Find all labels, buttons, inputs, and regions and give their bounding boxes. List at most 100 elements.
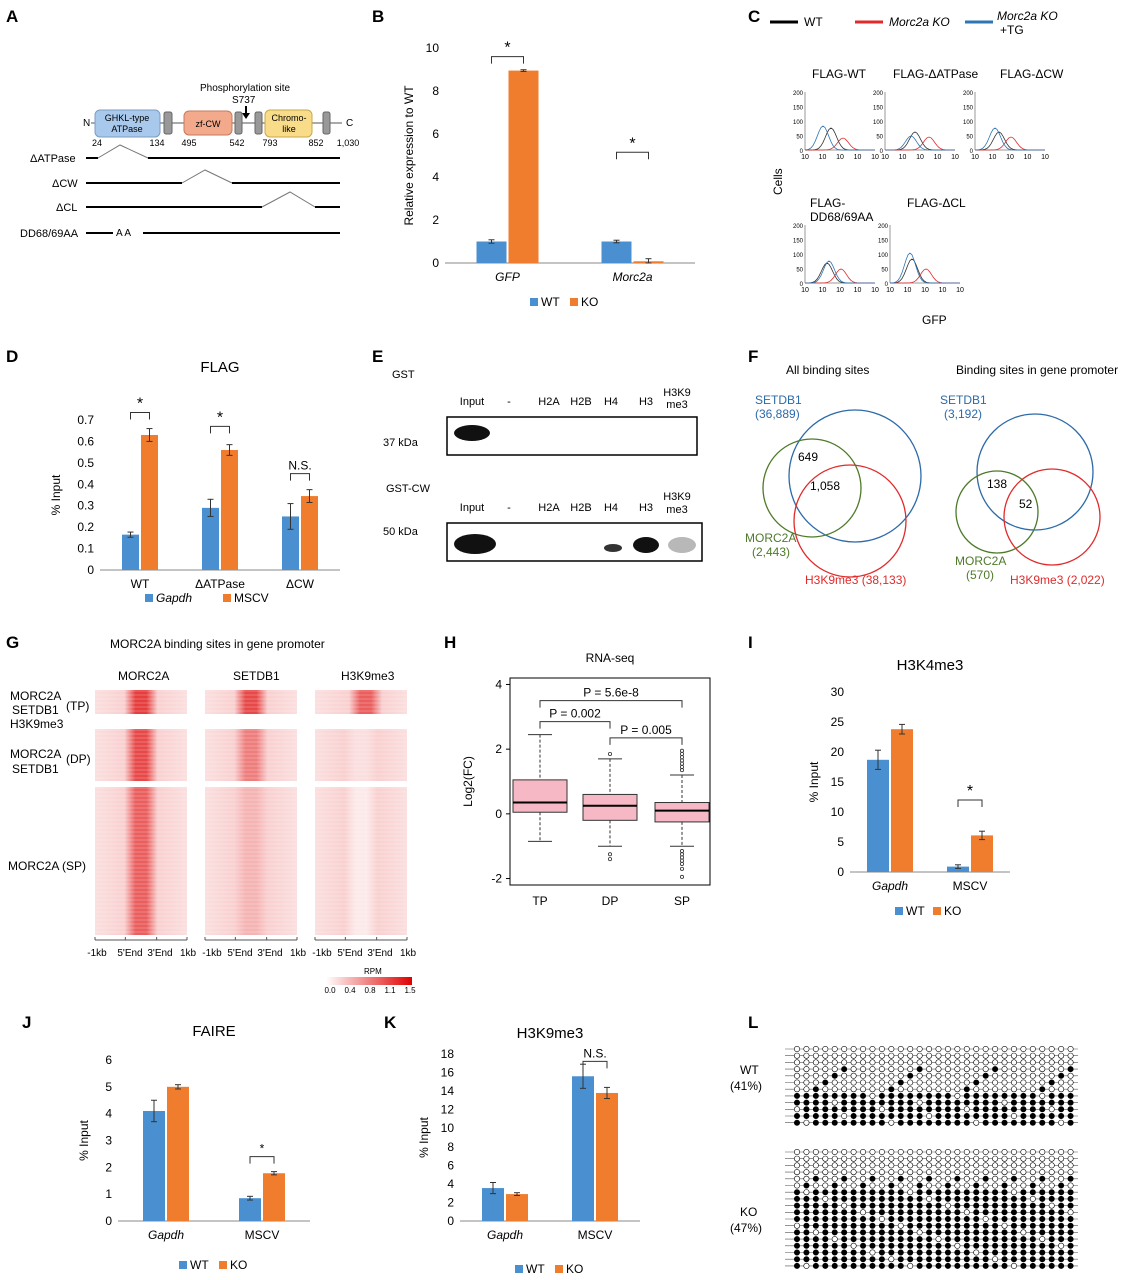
cpg-site [1001, 1072, 1008, 1079]
cpg-site [850, 1046, 857, 1053]
cpg-site [897, 1119, 904, 1126]
cpg-site [897, 1155, 904, 1162]
cpg-site [869, 1202, 876, 1209]
cpg-site [1058, 1162, 1065, 1169]
cpg-site [916, 1209, 923, 1216]
cpg-site [878, 1059, 885, 1066]
cpg-site [1058, 1209, 1065, 1216]
chart-title: H3K4me3 [897, 657, 964, 674]
cpg-site [1058, 1149, 1065, 1156]
panel-c-letter: C [748, 7, 760, 26]
cpg-site [916, 1182, 923, 1189]
cpg-site [1039, 1175, 1046, 1182]
cpg-site [803, 1079, 810, 1086]
cpg-site [973, 1162, 980, 1169]
category-label: Gapdh [872, 879, 908, 893]
cpg-site [982, 1059, 989, 1066]
panel-l: L WT (41%) KO (47%) [730, 1013, 1078, 1269]
cpg-site [860, 1079, 867, 1086]
cpg-site [793, 1256, 800, 1263]
cpg-site [1058, 1059, 1065, 1066]
cpg-site [1039, 1066, 1046, 1073]
cpg-site [1020, 1106, 1027, 1113]
cpg-site [1001, 1066, 1008, 1073]
y-tick-label: 14 [441, 1084, 455, 1098]
cpg-site [897, 1099, 904, 1106]
svg-text:WT: WT [804, 15, 823, 29]
cpg-site [954, 1209, 961, 1216]
cpg-site [1039, 1236, 1046, 1243]
cpg-site [812, 1059, 819, 1066]
cpg-site [954, 1202, 961, 1209]
cpg-site [982, 1222, 989, 1229]
cpg-site [1001, 1242, 1008, 1249]
chart-k: 0 2 4 6 8 10 12 14 16 18 Gapdh MSCV H3K9me3 % Input WT… [417, 1025, 640, 1276]
cpg-site [822, 1052, 829, 1059]
cpg-site [954, 1052, 961, 1059]
cpg-site [1058, 1222, 1065, 1229]
cpg-site [822, 1113, 829, 1120]
cpg-site [926, 1162, 933, 1169]
cpg-site [831, 1046, 838, 1053]
chart-title: RNA-seq [586, 651, 635, 665]
cpg-site [1058, 1195, 1065, 1202]
cpg-site [963, 1099, 970, 1106]
box [512, 779, 568, 813]
cpg-site [1039, 1182, 1046, 1189]
cpg-site [1029, 1079, 1036, 1086]
lane-labels-gstcw: Input - H2A H2B H4 H3 H3K9me3 [460, 491, 691, 516]
cpg-site [812, 1229, 819, 1236]
cpg-site [907, 1169, 914, 1176]
cpg-site [1020, 1079, 1027, 1086]
flow-title-dcw: FLAG-ΔCW [1000, 67, 1064, 81]
cpg-site [831, 1169, 838, 1176]
lane-label: - [507, 396, 511, 408]
cpg-site [888, 1162, 895, 1169]
cpg-site [793, 1202, 800, 1209]
cpg-site [1058, 1256, 1065, 1263]
cpg-site [812, 1066, 819, 1073]
cpg-site [982, 1149, 989, 1156]
svg-text:Chromo-: Chromo- [271, 113, 306, 123]
y-tick-label: 0.5 [77, 456, 94, 470]
flow-x-tick: 10 [899, 154, 907, 161]
cpg-site [1048, 1113, 1055, 1120]
cpg-site [1010, 1216, 1017, 1223]
bar [221, 450, 238, 570]
cpg-site [822, 1256, 829, 1263]
cpg-site [944, 1106, 951, 1113]
cpg-site [935, 1052, 942, 1059]
outlier [680, 768, 685, 773]
cpg-site [992, 1066, 999, 1073]
cpg-site [869, 1189, 876, 1196]
cpg-site [822, 1202, 829, 1209]
legend-swatch [530, 298, 538, 306]
cpg-site [841, 1236, 848, 1243]
cpg-site [888, 1092, 895, 1099]
cpg-site [1067, 1222, 1074, 1229]
cpg-site [812, 1175, 819, 1182]
cpg-site [878, 1155, 885, 1162]
cpg-site [1067, 1086, 1074, 1093]
cpg-site [1001, 1169, 1008, 1176]
cpg-site [907, 1119, 914, 1126]
cpg-site [860, 1113, 867, 1120]
heatmap-block [315, 729, 407, 781]
y-tick-label: 4 [447, 1177, 454, 1191]
cpg-site [878, 1066, 885, 1073]
cpg-site [926, 1222, 933, 1229]
cpg-site [822, 1175, 829, 1182]
heatmap-x-label: 3'End [147, 948, 172, 959]
legend-swatch [145, 594, 153, 602]
panel-f-letter: F [748, 347, 758, 366]
svg-text:GST: GST [392, 369, 415, 381]
panel-i: I 0 5 10 15 20 25 30 Gapdh MSCV H3K4me3 % Input WT K… [748, 633, 1010, 918]
cpg-site [850, 1249, 857, 1256]
cpg-site [944, 1113, 951, 1120]
cpg-site [831, 1195, 838, 1202]
cpg-site [954, 1169, 961, 1176]
y-tick-label: 0 [495, 807, 502, 821]
cpg-site [963, 1256, 970, 1263]
flow-y-tick: 0 [800, 149, 804, 155]
cpg-site [831, 1086, 838, 1093]
